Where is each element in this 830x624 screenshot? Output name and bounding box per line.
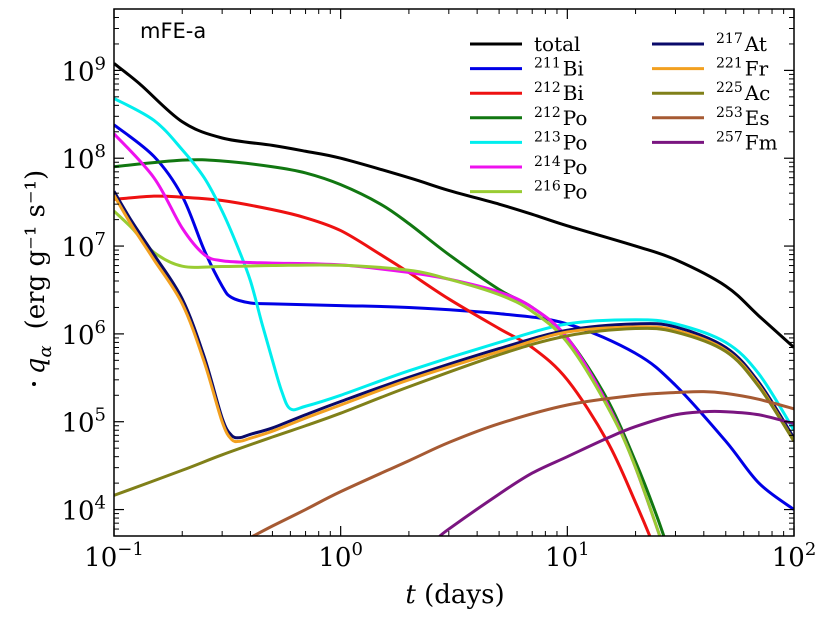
legend-label-total: total [534,32,580,56]
x-tick-label: 102 [772,539,817,573]
y-tick-label: 107 [61,229,106,263]
series-line-211Bi [114,123,794,511]
series-line-217At [114,190,794,440]
y-tick-label: 108 [61,141,106,175]
series-line-213Po [114,97,794,432]
chart-annotation: mFE-a [140,19,206,43]
legend-label-225Ac: 225 Ac [716,80,770,105]
y-tick-label: 109 [61,53,106,87]
x-tick-label: 101 [545,539,590,573]
y-axis-label-text: qα (erg g⁻¹ s⁻¹) [21,170,56,374]
plot-frame [113,8,795,537]
y-tick-label: 104 [61,493,106,527]
y-axis-label-dot [32,382,36,386]
legend-label-221Fr: 221 Fr [716,56,769,81]
legend-label-212Bi: 212 Bi [534,80,584,105]
legend-label-212Po: 212 Po [534,105,587,130]
series-layer [114,62,794,536]
legend-label-253Es: 253 Es [716,105,770,130]
legend-label-257Fm: 257 Fm [716,129,778,154]
x-axis-label-var: t [405,580,416,610]
series-line-221Fr [114,194,794,444]
y-axis-label: qα (erg g⁻¹ s⁻¹) [21,170,56,386]
y-axis-label-sub: α [35,345,56,357]
legend-label-217At: 217 At [716,31,767,56]
series-line-253Es [250,390,794,536]
y-axis-label-var: q [21,358,51,375]
legend-label-211Bi: 211 Bi [534,56,584,81]
tick-label-layer: 10−1 100 101 102 104 105 106 107 108 109 [61,53,816,573]
x-axis-label: t (days) [405,580,504,610]
legend-label-213Po: 213 Po [534,129,587,154]
x-tick-label: 100 [318,539,363,573]
legend-label-214Po: 214 Po [534,154,587,179]
series-line-216Po [114,210,662,536]
legend-label-216Po: 216 Po [534,179,587,204]
y-tick-label: 106 [61,317,106,351]
x-axis-label-rest: (days) [416,580,505,610]
series-line-total [114,62,794,349]
series-line-257Fm [437,409,794,536]
series-line-225Ac [114,326,794,497]
y-tick-label: 105 [61,405,106,439]
x-tick-label: 10−1 [84,539,144,573]
y-axis-label-unit: (erg g⁻¹ s⁻¹) [21,170,51,330]
